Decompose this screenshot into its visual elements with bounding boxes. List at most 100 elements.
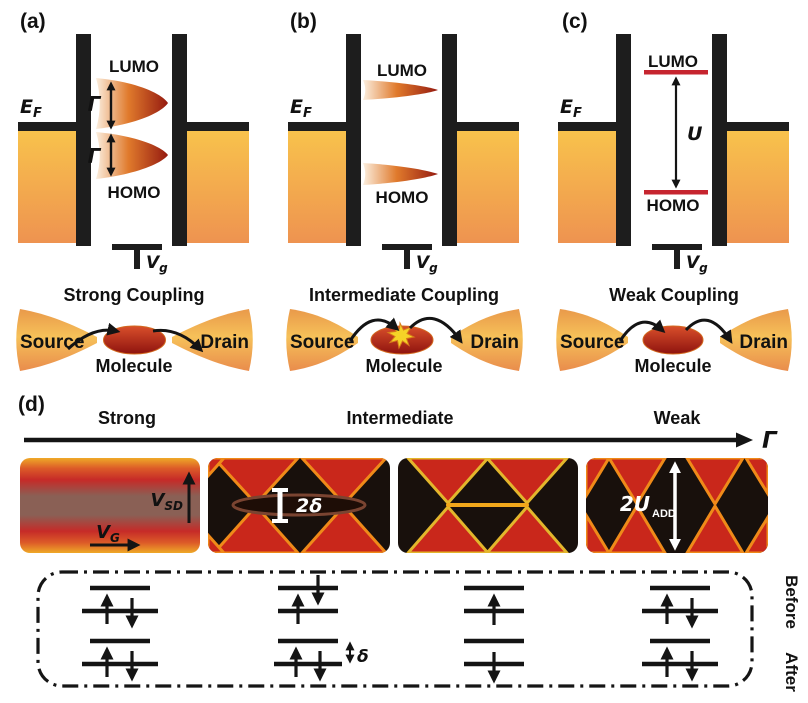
lumo-level-line bbox=[644, 70, 708, 75]
lumo-broadened-peak bbox=[96, 78, 168, 129]
delta-splitting-label: δ bbox=[357, 647, 369, 667]
right-electrode-bar bbox=[712, 34, 727, 246]
right-fermi-level-line bbox=[455, 122, 519, 131]
gamma-axis-arrowhead bbox=[736, 432, 753, 448]
left-fermi-level-line bbox=[558, 122, 618, 131]
right-fermi-level-line bbox=[185, 122, 249, 131]
lumo-label: LUMO bbox=[648, 52, 698, 71]
left-fermi-sea bbox=[558, 131, 616, 243]
left-electrode-bar bbox=[76, 34, 91, 246]
source-electrode-shape bbox=[286, 309, 358, 371]
vg-axis-label: VG bbox=[96, 522, 120, 545]
source-label: Source bbox=[560, 332, 624, 353]
level-lines bbox=[82, 585, 718, 667]
molecule-to-drain-arrow bbox=[684, 318, 733, 344]
drain-label: Drain bbox=[200, 332, 249, 353]
gamma-axis-label: Γ bbox=[762, 428, 778, 454]
coulomb-diamond-triangles bbox=[586, 458, 768, 553]
panel-c-tag: (c) bbox=[562, 10, 588, 33]
right-fermi-level-line bbox=[725, 122, 789, 131]
gap-measure-cap-top bbox=[272, 488, 288, 492]
homo-label: HOMO bbox=[108, 183, 161, 202]
molecule-label: Molecule bbox=[95, 356, 172, 376]
gate-stem bbox=[404, 244, 410, 269]
vsd-axis-label: VSD bbox=[150, 490, 183, 513]
source-label: Source bbox=[20, 332, 84, 353]
homo-label: HOMO bbox=[376, 188, 429, 207]
molecule-label: Molecule bbox=[634, 356, 711, 376]
stability-plot-intermediate-kondo bbox=[398, 458, 578, 553]
drain-label: Drain bbox=[739, 332, 788, 353]
homo-broadened-peak bbox=[96, 132, 168, 179]
panel-d-tag: (d) bbox=[18, 393, 45, 416]
stability-plot-intermediate-split: 2δ bbox=[208, 458, 390, 553]
left-fermi-level-line bbox=[18, 122, 78, 131]
gate-voltage-label: Vg bbox=[686, 253, 708, 275]
right-fermi-sea bbox=[727, 131, 789, 243]
before-label: Before bbox=[782, 575, 801, 629]
gate-stem bbox=[674, 244, 680, 269]
addition-energy-label-sub: ADD bbox=[652, 508, 676, 520]
panel-a-strong-coupling: (a) EF LUMO HOMO Γ Γ Vg Strong Coupling … bbox=[16, 10, 253, 376]
source-to-molecule-arrow bbox=[66, 322, 121, 351]
spin-arrows bbox=[100, 575, 699, 684]
gap-2delta-label: 2δ bbox=[296, 495, 322, 517]
molecule-to-drain-arrow bbox=[408, 317, 463, 344]
gate-stem bbox=[134, 244, 140, 269]
left-fermi-sea bbox=[18, 131, 76, 243]
homo-level-line bbox=[644, 190, 708, 195]
drain-electrode-shape bbox=[720, 309, 792, 371]
coupling-title: Weak Coupling bbox=[609, 285, 739, 305]
left-electrode-bar bbox=[616, 34, 631, 246]
plot-background bbox=[586, 458, 768, 553]
drain-electrode-shape bbox=[172, 309, 253, 371]
before-after-box-border bbox=[36, 570, 754, 688]
coulomb-diamond-triangles bbox=[404, 458, 571, 553]
zero-bias-gap-band bbox=[231, 493, 367, 517]
addition-energy-label-main: 2U bbox=[620, 492, 650, 516]
source-electrode-shape bbox=[556, 309, 628, 371]
source-electrode-shape bbox=[16, 309, 97, 371]
gap-measure-cap-bottom bbox=[272, 519, 288, 523]
left-fermi-level-line bbox=[288, 122, 348, 131]
source-to-molecule-arrow bbox=[618, 319, 666, 342]
fermi-energy-label: EF bbox=[560, 96, 582, 121]
coupling-title: Intermediate Coupling bbox=[309, 285, 499, 305]
source-label: Source bbox=[290, 332, 354, 353]
molecule-to-drain-arrow bbox=[152, 328, 204, 353]
gate-voltage-label: Vg bbox=[416, 253, 438, 275]
lumo-broadened-peak bbox=[363, 80, 438, 100]
coupling-title: Strong Coupling bbox=[64, 285, 205, 305]
right-fermi-sea bbox=[457, 131, 519, 243]
panel-d-gamma-evolution: (d) Strong Intermediate Weak Γ VSD VG bbox=[18, 393, 801, 692]
gate-voltage-label: Vg bbox=[146, 253, 168, 275]
drain-label: Drain bbox=[470, 332, 519, 353]
after-label: After bbox=[782, 652, 801, 692]
drain-electrode-shape bbox=[451, 309, 523, 371]
lumo-label: LUMO bbox=[109, 57, 159, 76]
coulomb-diamond-triangles bbox=[208, 458, 390, 553]
right-electrode-bar bbox=[442, 34, 457, 246]
stability-plot-strong: VSD VG bbox=[20, 458, 200, 553]
regime-weak-label: Weak bbox=[654, 408, 702, 428]
fermi-energy-label: EF bbox=[290, 96, 312, 121]
panel-b-tag: (b) bbox=[290, 10, 317, 33]
panel-c-weak-coupling: (c) EF LUMO U HOMO Vg Weak Coupling Sour… bbox=[556, 10, 792, 376]
gamma-lower-label: Γ bbox=[88, 144, 102, 168]
gamma-upper-label: Γ bbox=[88, 92, 102, 116]
lumo-label: LUMO bbox=[377, 61, 427, 80]
left-fermi-sea bbox=[288, 131, 346, 243]
molecule-ellipse bbox=[642, 325, 704, 355]
regime-strong-label: Strong bbox=[98, 408, 156, 428]
source-to-molecule-arrow bbox=[348, 317, 400, 342]
molecule-label: Molecule bbox=[365, 356, 442, 376]
left-electrode-bar bbox=[346, 34, 361, 246]
plot-strong-background bbox=[20, 458, 200, 553]
regime-intermediate-label: Intermediate bbox=[346, 408, 453, 428]
homo-label: HOMO bbox=[647, 196, 700, 215]
charging-energy-label: U bbox=[687, 123, 703, 145]
right-electrode-bar bbox=[172, 34, 187, 246]
panel-b-intermediate-coupling: (b) EF LUMO HOMO Vg Intermediate Couplin… bbox=[286, 10, 523, 376]
stability-plot-weak: 2U ADD bbox=[586, 458, 768, 553]
